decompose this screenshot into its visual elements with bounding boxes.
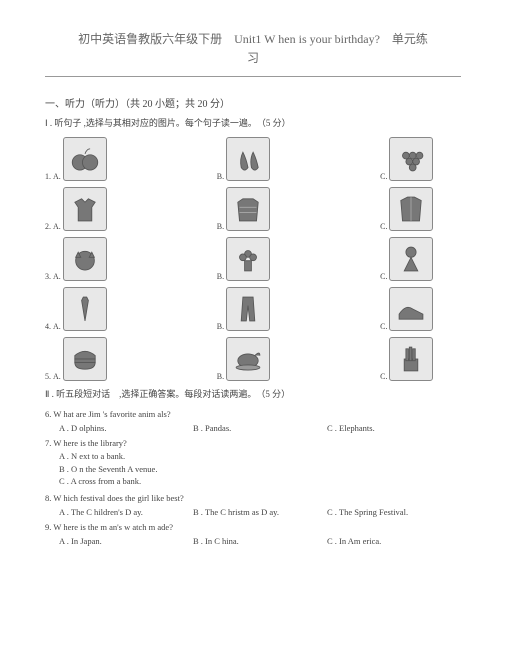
thumb-pears-icon [226, 137, 270, 181]
opt-a-label: A. [53, 372, 61, 381]
opt-a-label: A. [53, 272, 61, 281]
title-line-1: 初中英语鲁教版六年级下册 Unit1 W hen is your birthda… [45, 30, 461, 49]
opt-b-label: B. [217, 322, 224, 331]
thumb-jacket-icon [389, 187, 433, 231]
title-line-2: 习 [45, 49, 461, 68]
q8-opt-c: C . The Spring Festival. [327, 507, 461, 517]
opt-c-label: C. [380, 222, 387, 231]
question-8: 8. W hich festival does the girl like be… [45, 492, 461, 505]
opt-b-label: B. [217, 372, 224, 381]
thumb-pants-icon [226, 287, 270, 331]
image-row: 4.A. B. C. [45, 287, 461, 331]
q8-options: A . The C hildren's D ay. B . The C hris… [45, 507, 461, 517]
section-heading: 一、听力（听力）（共 20 小题；共 20 分） [45, 95, 461, 110]
q9-opt-c: C . In Am erica. [327, 536, 461, 546]
q7-opt-a: A . N ext to a bank. [59, 450, 461, 463]
q6-opt-c: C . Elephants. [327, 423, 461, 433]
thumb-cat-icon [63, 237, 107, 281]
row-num: 5. [45, 372, 51, 381]
question-6: 6. W hat are Jim 's favorite anim als? [45, 408, 461, 421]
opt-b-label: B. [217, 172, 224, 181]
thumb-apples-icon [63, 137, 107, 181]
question-9: 9. W here is the m an's w atch m ade? [45, 521, 461, 534]
opt-a-label: A. [53, 172, 61, 181]
thumb-burger-icon [63, 337, 107, 381]
thumb-grapes-icon [389, 137, 433, 181]
opt-b-label: B. [217, 272, 224, 281]
opt-b-label: B. [217, 222, 224, 231]
page-title: 初中英语鲁教版六年级下册 Unit1 W hen is your birthda… [45, 30, 461, 77]
q9-opt-a: A . In Japan. [59, 536, 193, 546]
opt-a-label: A. [53, 222, 61, 231]
opt-c-label: C. [380, 322, 387, 331]
q7-opt-b: B . O n the Seventh A venue. [59, 463, 461, 476]
opt-c-label: C. [380, 372, 387, 381]
thumb-tie-icon [63, 287, 107, 331]
opt-c-label: C. [380, 272, 387, 281]
opt-c-label: C. [380, 172, 387, 181]
thumb-sweater-icon [226, 187, 270, 231]
image-row: 5.A. B. C. [45, 337, 461, 381]
thumb-shoe-icon [389, 287, 433, 331]
row-num: 2. [45, 222, 51, 231]
thumb-chicken-icon [226, 337, 270, 381]
q8-opt-b: B . The C hristm as D ay. [193, 507, 327, 517]
row-num: 4. [45, 322, 51, 331]
part1-heading: Ⅰ . 听句子 ,选择与其相对应的图片。每个句子读一遍。 （5 分） [45, 116, 461, 129]
row-num: 3. [45, 272, 51, 281]
q7-opt-c: C . A cross from a bank. [59, 475, 461, 488]
image-row: 3.A. B. C. [45, 237, 461, 281]
q7-options: A . N ext to a bank. B . O n the Seventh… [45, 450, 461, 488]
thumb-tshirt-icon [63, 187, 107, 231]
q8-opt-a: A . The C hildren's D ay. [59, 507, 193, 517]
q9-opt-b: B . In C hina. [193, 536, 327, 546]
row-num: 1. [45, 172, 51, 181]
thumb-doll-icon [389, 237, 433, 281]
image-row: 1.A. B. C. [45, 137, 461, 181]
q6-options: A . D olphins. B . Pandas. C . Elephants… [45, 423, 461, 433]
image-row: 2.A. B. C. [45, 187, 461, 231]
opt-a-label: A. [53, 322, 61, 331]
thumb-fries-icon [389, 337, 433, 381]
q6-opt-b: B . Pandas. [193, 423, 327, 433]
q6-opt-a: A . D olphins. [59, 423, 193, 433]
q9-options: A . In Japan. B . In C hina. C . In Am e… [45, 536, 461, 546]
question-7: 7. W here is the library? [45, 437, 461, 450]
part2-heading: Ⅱ . 听五段短对话 ,选择正确答案。每段对话读两遍。 （5 分） [45, 387, 461, 400]
image-options-block: 1.A.B.C.2.A.B.C.3.A.B.C.4.A.B.C.5.A.B.C. [45, 137, 461, 381]
thumb-flowers-icon [226, 237, 270, 281]
